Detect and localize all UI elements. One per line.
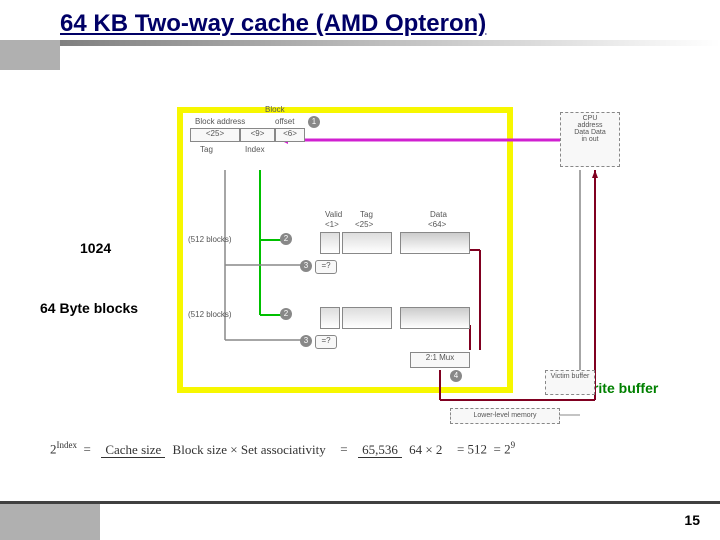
mux-box: 2:1 Mux	[410, 352, 470, 368]
tag-array-2	[342, 307, 392, 329]
cpu-io: in out	[561, 136, 619, 143]
formula-result: 512	[468, 441, 488, 456]
step-3b-icon: 3	[300, 335, 312, 347]
index-formula: 2Index = Cache size Block size × Set ass…	[50, 440, 515, 458]
page-title: 64 KB Two-way cache (AMD Opteron)	[30, 10, 700, 38]
formula-num1: Cache size	[101, 442, 165, 458]
cpu-box: CPU address Data Data in out	[560, 112, 620, 167]
tag-col-1: Tag	[360, 210, 373, 219]
block-addr-label: Block address	[195, 117, 245, 126]
valid-array-2	[320, 307, 340, 329]
tag-array-1	[342, 232, 392, 254]
header-gradient	[60, 40, 720, 46]
blocks-512-2: (512 blocks)	[188, 310, 232, 319]
cache-diagram: Block Block address offset <25> <9> <6> …	[150, 90, 650, 430]
step-2b-icon: 2	[280, 308, 292, 320]
comparator-1: =?	[315, 260, 337, 274]
offset-label: offset	[275, 117, 294, 126]
step-3a-icon: 3	[300, 260, 312, 272]
data-array-1	[400, 232, 470, 254]
page-number: 15	[684, 512, 700, 528]
formula-den2: 64 × 2	[405, 442, 446, 457]
cpu-label: CPU	[561, 115, 619, 122]
formula-pow-exp: 9	[511, 440, 516, 450]
header-gray-block	[0, 40, 60, 70]
data-array-2	[400, 307, 470, 329]
cpu-addr: address	[561, 122, 619, 129]
step-4-icon: 4	[450, 370, 462, 382]
tag-hdr: Tag	[200, 145, 213, 154]
label-64-byte-blocks: 64 Byte blocks	[40, 300, 138, 316]
victim-buffer-box: Victim buffer	[545, 370, 595, 395]
formula-num2: 65,536	[358, 442, 402, 458]
formula-exp: Index	[57, 440, 78, 450]
footer-divider	[0, 501, 720, 504]
valid-hdr-1: Valid	[325, 210, 342, 219]
formula-den1: Block size × Set associativity	[169, 442, 330, 457]
block-label: Block	[265, 105, 285, 114]
valid-array-1	[320, 232, 340, 254]
index-field: <9>	[240, 128, 275, 142]
footer-gray-block	[0, 504, 100, 540]
tag-field: <25>	[190, 128, 240, 142]
label-1024: 1024	[80, 240, 111, 256]
comparator-2: =?	[315, 335, 337, 349]
tag-col-bits-1: <25>	[355, 220, 373, 229]
data-bits-1: <64>	[428, 220, 446, 229]
step-2-icon: 2	[280, 233, 292, 245]
valid-bits-1: <1>	[325, 220, 339, 229]
offset-field: <6>	[275, 128, 305, 142]
lower-memory-box: Lower-level memory	[450, 408, 560, 424]
blocks-512-1: (512 blocks)	[188, 235, 232, 244]
step-1-icon: 1	[308, 116, 320, 128]
cpu-data-label: Data Data	[561, 129, 619, 136]
index-hdr: Index	[245, 145, 265, 154]
data-col-1: Data	[430, 210, 447, 219]
